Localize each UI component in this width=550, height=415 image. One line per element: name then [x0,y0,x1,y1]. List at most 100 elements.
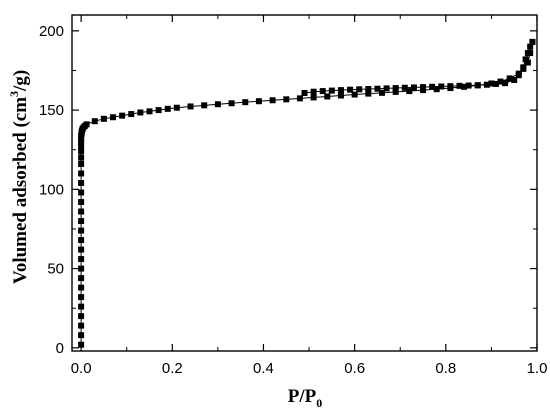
adsorption-point [78,154,85,161]
axes-layer [71,14,538,352]
desorption-point [310,88,317,95]
desorption-series [301,38,536,96]
adsorption-point [78,199,85,206]
adsorption-point [78,332,85,339]
adsorption-point [78,160,85,167]
adsorption-point [214,101,221,108]
desorption-point [328,87,335,94]
adsorption-point [497,78,504,85]
adsorption-point [242,99,249,106]
series-layer [78,38,536,348]
desorption-point [438,83,445,90]
adsorption-point [83,121,90,128]
desorption-point [465,82,472,89]
adsorption-point [310,94,317,101]
x-tick-label: 0.6 [344,360,365,377]
adsorption-point [137,109,144,116]
desorption-point [529,38,536,45]
desorption-point [383,85,390,92]
desorption-point [456,82,463,89]
adsorption-point [78,294,85,301]
adsorption-point [78,138,85,145]
adsorption-point [269,97,276,104]
adsorption-point [351,91,358,98]
desorption-point [429,83,436,90]
desorption-point [527,43,534,50]
adsorption-point [128,111,135,118]
adsorption-point [78,227,85,234]
desorption-point [401,84,408,91]
adsorption-point [146,108,153,115]
adsorption-point [365,90,372,97]
adsorption-point [255,98,262,105]
adsorption-point [119,112,126,119]
desorption-point [511,76,518,83]
adsorption-point [433,86,440,93]
adsorption-point [392,88,399,95]
adsorption-point [78,180,85,186]
adsorption-point [228,100,235,107]
desorption-point [515,72,522,79]
adsorption-point [78,246,85,253]
desorption-point [374,85,381,92]
adsorption-point [164,105,171,112]
adsorption-point [78,265,85,272]
adsorption-point [78,275,85,282]
adsorption-point [78,322,85,329]
adsorption-point [78,143,85,150]
desorption-point [474,82,481,89]
adsorption-point [78,237,85,244]
adsorption-point [283,96,290,103]
desorption-point [301,89,308,96]
x-axis-title: P/P0 [288,386,323,410]
adsorption-point [78,303,85,310]
adsorption-point [100,115,107,122]
adsorption-point [78,189,85,196]
adsorption-point [488,80,495,87]
adsorption-point [173,104,180,111]
ticks-layer: 0.0 0.2 0.4 0.6 0.8 1.0 0 50 100 150 200 [39,15,547,377]
x-tick-label: 0.0 [71,360,92,377]
adsorption-point [110,114,117,121]
desorption-point [520,64,527,71]
adsorption-point [78,256,85,263]
adsorption-point [420,87,427,94]
adsorption-point [337,92,344,99]
x-tick-label: 0.4 [253,360,274,377]
y-tick-label: 50 [47,261,64,278]
adsorption-point [406,88,413,95]
desorption-point [524,50,531,57]
adsorption-point [78,208,85,215]
x-tick-label: 0.8 [435,360,456,377]
y-tick-label: 200 [39,23,64,40]
desorption-point [392,85,399,92]
desorption-point [483,81,490,88]
x-tick-label: 0.2 [162,360,183,377]
desorption-point [356,86,363,93]
adsorption-point [524,59,531,66]
adsorption-point [155,107,162,114]
adsorption-point [78,313,85,320]
adsorption-point [78,341,85,348]
y-axis-title: Volumed adsorbed (cm3/g) [7,70,31,284]
adsorption-point [78,218,85,225]
adsorption-point [461,83,468,90]
desorption-point [447,83,454,90]
plot-frame [71,14,538,352]
adsorption-point [296,95,303,102]
x-tick-label: 1.0 [527,360,548,377]
desorption-point [337,87,344,94]
desorption-point [365,86,372,93]
adsorption-point [506,75,513,82]
adsorption-point [201,102,208,109]
desorption-point [319,88,326,95]
adsorption-point [324,93,331,100]
desorption-point [420,84,427,91]
y-tick-label: 150 [39,102,64,119]
adsorption-point [78,170,85,177]
adsorption-point [379,89,385,96]
adsorption-point [78,148,85,155]
adsorption-point [78,284,85,291]
